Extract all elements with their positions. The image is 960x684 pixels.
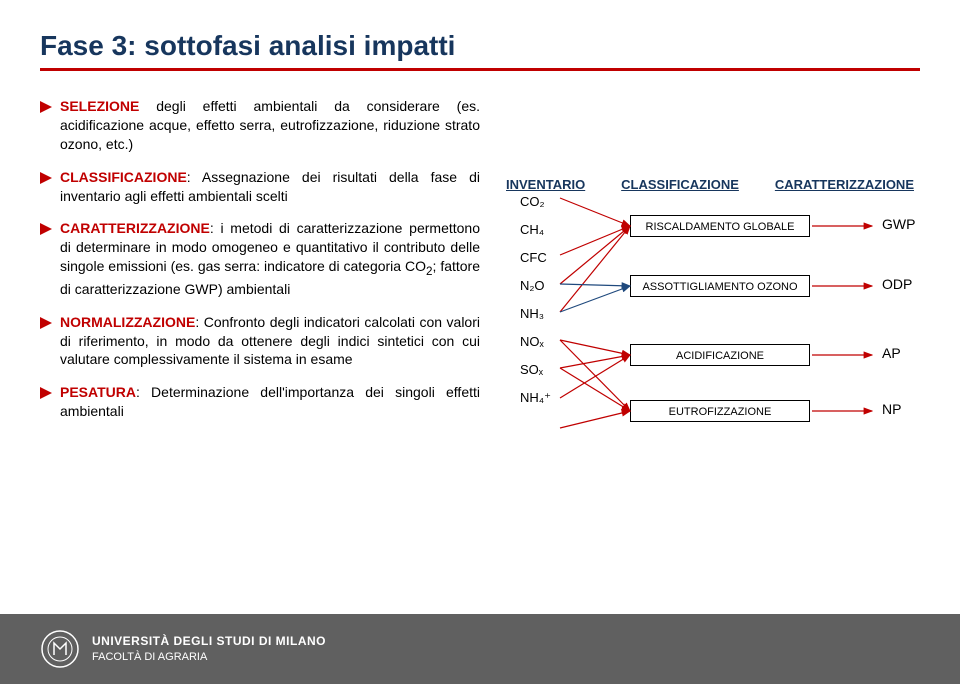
right-column: INVENTARIO CLASSIFICAZIONE CARATTERIZZAZ… bbox=[500, 97, 920, 435]
bullet-text: NORMALIZZAZIONE: Confronto degli indicat… bbox=[60, 313, 480, 370]
content-columns: SELEZIONE degli effetti ambientali da co… bbox=[40, 97, 920, 435]
bullet-pesatura: PESATURA: Determinazione dell'importanza… bbox=[40, 383, 480, 421]
inventory-item: N₂O bbox=[520, 278, 551, 296]
inventory-item: NH₄⁺ bbox=[520, 390, 551, 408]
inventory-column: CO₂ CH₄ CFC N₂O NH₃ NOₓ SOₓ NH₄⁺ bbox=[520, 194, 551, 408]
inventory-item: NOₓ bbox=[520, 334, 551, 352]
inventory-item: CO₂ bbox=[520, 194, 551, 212]
header-caratterizzazione: CARATTERIZZAZIONE bbox=[775, 177, 914, 192]
characterization-label: AP bbox=[882, 345, 901, 361]
faculty-name: FACOLTÀ DI AGRARIA bbox=[92, 650, 326, 665]
bullet-selezione: SELEZIONE degli effetti ambientali da co… bbox=[40, 97, 480, 154]
title-underline bbox=[40, 68, 920, 71]
header-classificazione: CLASSIFICAZIONE bbox=[621, 177, 739, 192]
bullet-classificazione: CLASSIFICAZIONE: Assegnazione dei risult… bbox=[40, 168, 480, 206]
characterization-label: GWP bbox=[882, 216, 915, 232]
inventory-item: SOₓ bbox=[520, 362, 551, 380]
classification-box: EUTROFIZZAZIONE bbox=[630, 400, 810, 422]
footer-bar: UNIVERSITÀ DEGLI STUDI DI MILANO FACOLTÀ… bbox=[0, 614, 960, 684]
left-column: SELEZIONE degli effetti ambientali da co… bbox=[40, 97, 480, 435]
bullet-icon bbox=[40, 97, 60, 154]
footer-text: UNIVERSITÀ DEGLI STUDI DI MILANO FACOLTÀ… bbox=[92, 633, 326, 665]
bullet-text: CLASSIFICAZIONE: Assegnazione dei risult… bbox=[60, 168, 480, 206]
classification-box: RISCALDAMENTO GLOBALE bbox=[630, 215, 810, 237]
bullet-normalizzazione: NORMALIZZAZIONE: Confronto degli indicat… bbox=[40, 313, 480, 370]
bullet-icon bbox=[40, 313, 60, 370]
slide: Fase 3: sottofasi analisi impatti SELEZI… bbox=[0, 0, 960, 435]
bullet-caratterizzazione: CARATTERIZZAZIONE: i metodi di caratteri… bbox=[40, 219, 480, 298]
university-name: UNIVERSITÀ DEGLI STUDI DI MILANO bbox=[92, 633, 326, 650]
bullet-icon bbox=[40, 219, 60, 298]
characterization-label: NP bbox=[882, 401, 901, 417]
diagram-headers: INVENTARIO CLASSIFICAZIONE CARATTERIZZAZ… bbox=[500, 177, 920, 192]
bullet-icon bbox=[40, 383, 60, 421]
university-logo-icon bbox=[40, 629, 80, 669]
inventory-item: NH₃ bbox=[520, 306, 551, 324]
classification-box: ACIDIFICAZIONE bbox=[630, 344, 810, 366]
bullet-text: CARATTERIZZAZIONE: i metodi di caratteri… bbox=[60, 219, 480, 298]
classification-box: ASSOTTIGLIAMENTO OZONO bbox=[630, 275, 810, 297]
characterization-label: ODP bbox=[882, 276, 912, 292]
inventory-item: CFC bbox=[520, 250, 551, 268]
bullet-text: SELEZIONE degli effetti ambientali da co… bbox=[60, 97, 480, 154]
slide-title: Fase 3: sottofasi analisi impatti bbox=[40, 30, 920, 62]
inventory-item: CH₄ bbox=[520, 222, 551, 240]
header-inventario: INVENTARIO bbox=[506, 177, 585, 192]
bullet-text: PESATURA: Determinazione dell'importanza… bbox=[60, 383, 480, 421]
bullet-icon bbox=[40, 168, 60, 206]
